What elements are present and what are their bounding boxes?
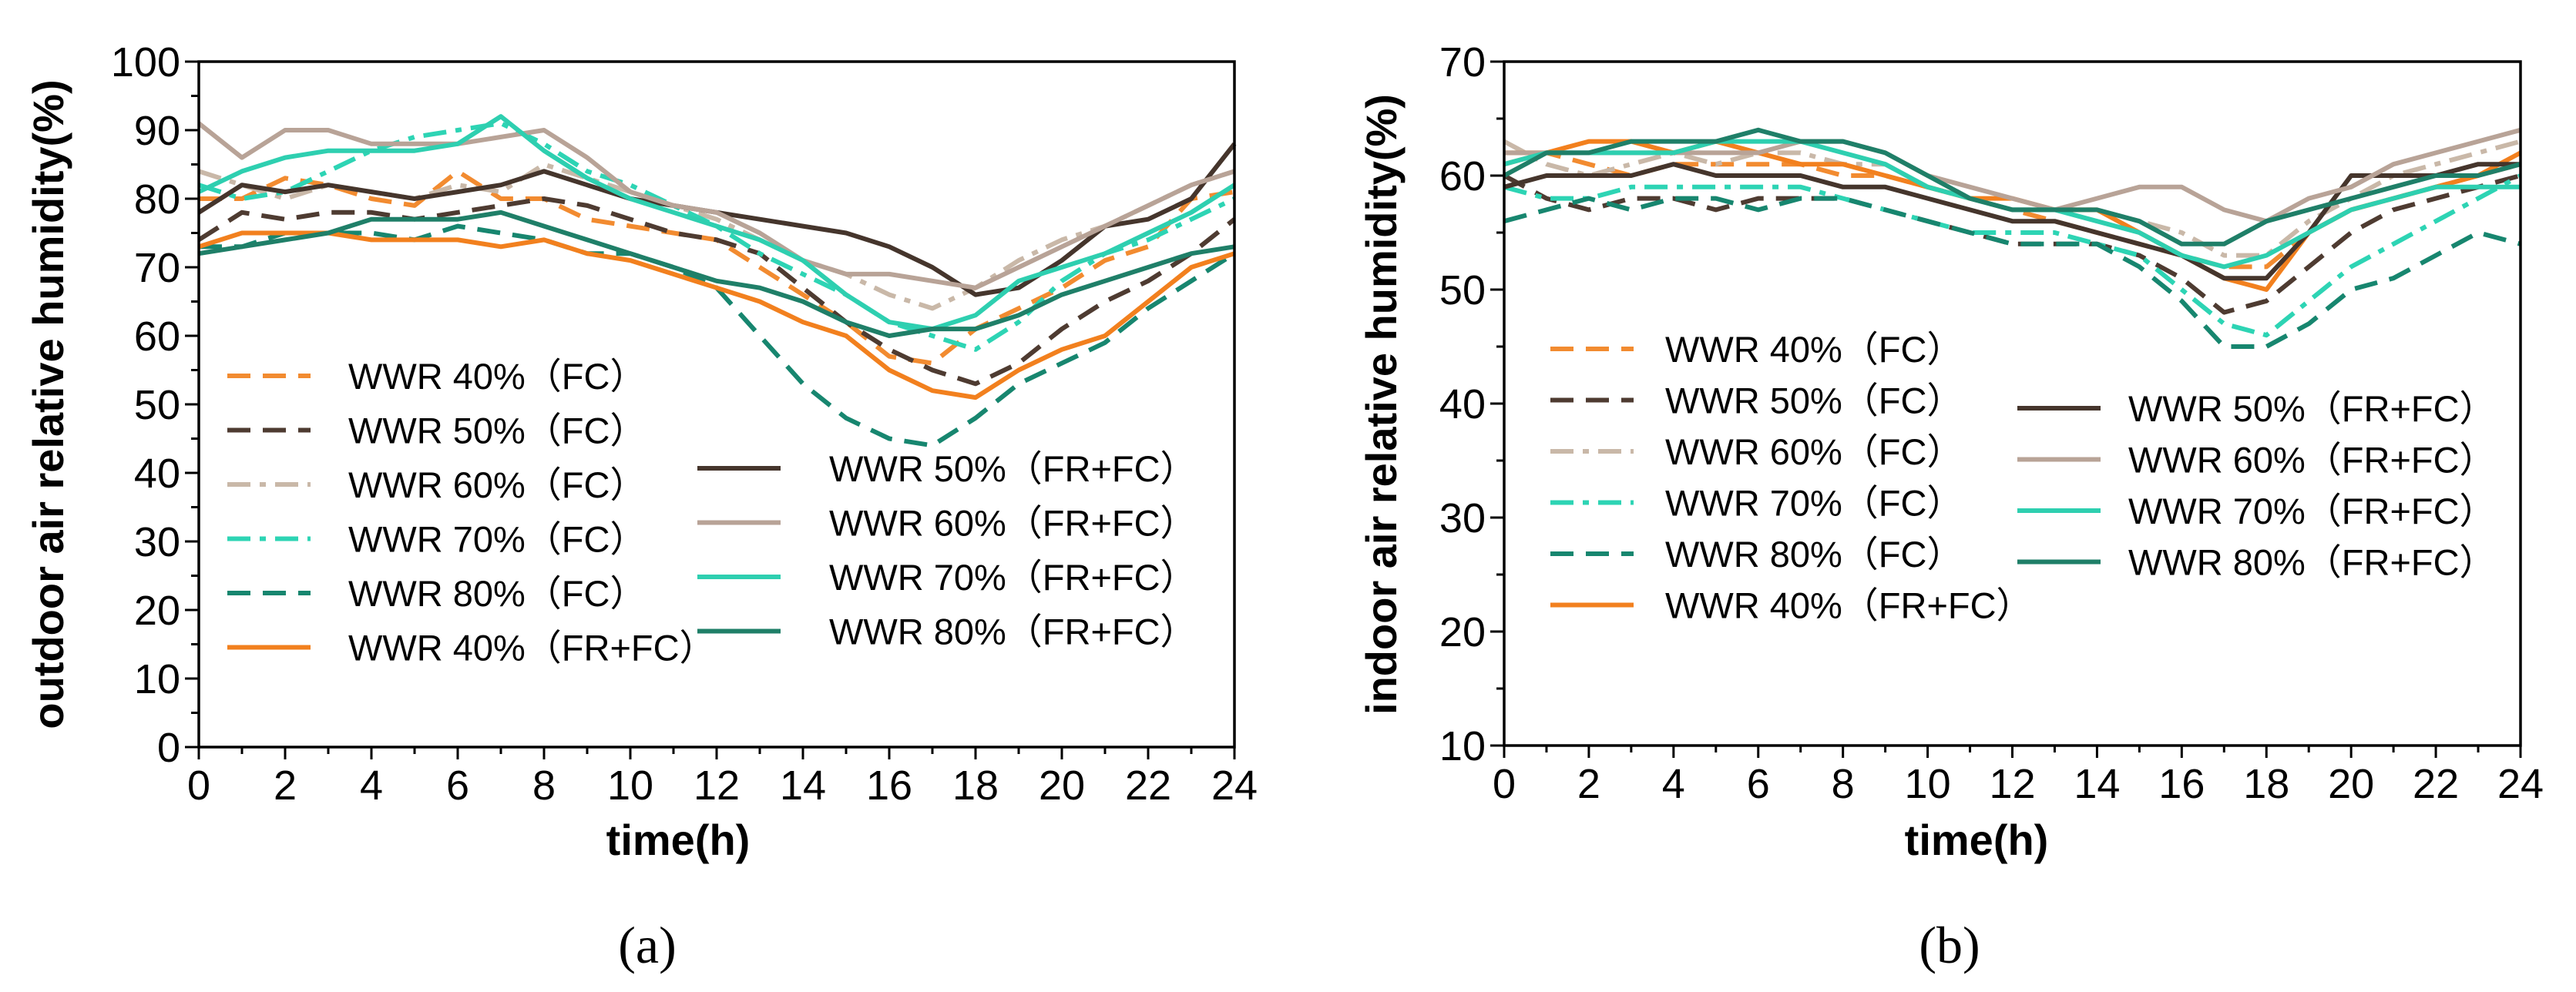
y-tick-label: 0 — [157, 725, 180, 771]
x-tick-label: 12 — [1989, 761, 2035, 807]
series-line-2 — [1503, 173, 2521, 315]
y-tick-label: 50 — [134, 382, 180, 428]
x-tick-label: 0 — [187, 762, 210, 809]
x-tick-label: 22 — [2413, 761, 2459, 807]
x-tick-label: 14 — [2074, 761, 2120, 807]
legend-label: WWR 50%（FC） — [1665, 380, 1963, 421]
panel-label: (b) — [1919, 916, 1980, 974]
series-line-10 — [1503, 127, 2521, 246]
y-tick-label: 50 — [1439, 267, 1486, 313]
x-tick-label: 10 — [607, 762, 653, 809]
x-tick-label: 24 — [2497, 761, 2544, 807]
x-tick-label: 4 — [1662, 761, 1685, 807]
legend-label: WWR 60%（FC） — [1665, 431, 1963, 472]
legend-label: WWR 70%（FC） — [348, 519, 646, 560]
x-tick-label: 16 — [2158, 761, 2205, 807]
series-line-9 — [197, 114, 1236, 332]
legend-label: WWR 40%（FC） — [1665, 329, 1963, 370]
x-tick-label: 0 — [1493, 761, 1516, 807]
x-tick-label: 22 — [1125, 762, 1171, 809]
legend-label: WWR 70%（FC） — [1665, 483, 1963, 524]
x-tick-label: 14 — [780, 762, 826, 809]
y-tick-label: 30 — [1439, 495, 1486, 541]
x-tick-label: 12 — [694, 762, 740, 809]
y-tick-label: 10 — [134, 656, 180, 702]
legend-label: WWR 60%（FR+FC） — [829, 503, 1197, 544]
legend-label: WWR 60%（FC） — [348, 464, 646, 505]
legend-label: WWR 40%（FC） — [348, 356, 646, 397]
series-line-2 — [197, 196, 1236, 387]
x-tick-label: 6 — [1747, 761, 1770, 807]
series-line-4 — [198, 121, 1236, 352]
x-tick-label: 20 — [2328, 761, 2374, 807]
x-tick-label: 2 — [274, 762, 297, 809]
y-tick-label: 40 — [1439, 381, 1486, 427]
y-axis-title: outdoor air relative humidity(%) — [24, 79, 72, 729]
plot-frame — [197, 60, 1236, 749]
y-tick-label: 20 — [134, 588, 180, 634]
legend-label: WWR 50%（FR+FC） — [2128, 388, 2496, 429]
x-tick-label: 16 — [866, 762, 912, 809]
x-tick-label: 4 — [360, 762, 383, 809]
x-axis-title: time(h) — [1905, 816, 2049, 864]
series-line-4 — [1503, 173, 2522, 338]
legend-label: WWR 60%（FR+FC） — [2128, 440, 2496, 481]
x-tick-label: 6 — [446, 762, 469, 809]
y-tick-label: 40 — [134, 451, 180, 497]
y-tick-label: 20 — [1439, 609, 1486, 655]
legend-label: WWR 40%（FR+FC） — [348, 628, 716, 669]
legend-label: WWR 80%（FR+FC） — [2128, 542, 2496, 583]
series-line-8 — [197, 121, 1235, 290]
legend-label: WWR 40%（FR+FC） — [1665, 585, 2033, 626]
x-tick-label: 8 — [1832, 761, 1855, 807]
y-tick-label: 100 — [111, 39, 180, 85]
legend-label: WWR 50%（FR+FC） — [829, 448, 1197, 489]
y-axis-title: indoor air relative humidity(%) — [1357, 94, 1406, 715]
legend-label: WWR 80%（FR+FC） — [829, 612, 1197, 652]
legend-label: WWR 70%（FR+FC） — [2128, 491, 2496, 531]
y-tick-label: 80 — [134, 176, 180, 223]
panel-label: (a) — [618, 916, 676, 974]
legend-label: WWR 70%（FR+FC） — [829, 557, 1197, 598]
y-tick-label: 60 — [1439, 153, 1486, 199]
x-tick-label: 10 — [1905, 761, 1951, 807]
y-tick-label: 90 — [134, 108, 180, 154]
y-tick-label: 30 — [134, 519, 180, 565]
y-tick-label: 70 — [134, 245, 180, 291]
x-axis-title: time(h) — [606, 816, 751, 864]
legend-label: WWR 50%（FC） — [348, 411, 646, 451]
legend-label: WWR 80%（FC） — [1665, 534, 1963, 575]
x-tick-label: 2 — [1577, 761, 1600, 807]
series-line-6 — [198, 230, 1235, 400]
legend-label: WWR 80%（FC） — [348, 573, 646, 614]
y-tick-label: 60 — [134, 313, 180, 360]
x-tick-label: 18 — [952, 762, 999, 809]
series-line-10 — [198, 209, 1235, 338]
x-tick-label: 18 — [2243, 761, 2289, 807]
x-tick-label: 20 — [1039, 762, 1085, 809]
y-tick-label: 10 — [1439, 723, 1486, 769]
x-tick-label: 8 — [532, 762, 556, 809]
x-tick-label: 24 — [1211, 762, 1258, 809]
series-line-7 — [1503, 162, 2521, 281]
y-tick-label: 70 — [1439, 39, 1486, 85]
plot-frame — [1503, 60, 2522, 747]
